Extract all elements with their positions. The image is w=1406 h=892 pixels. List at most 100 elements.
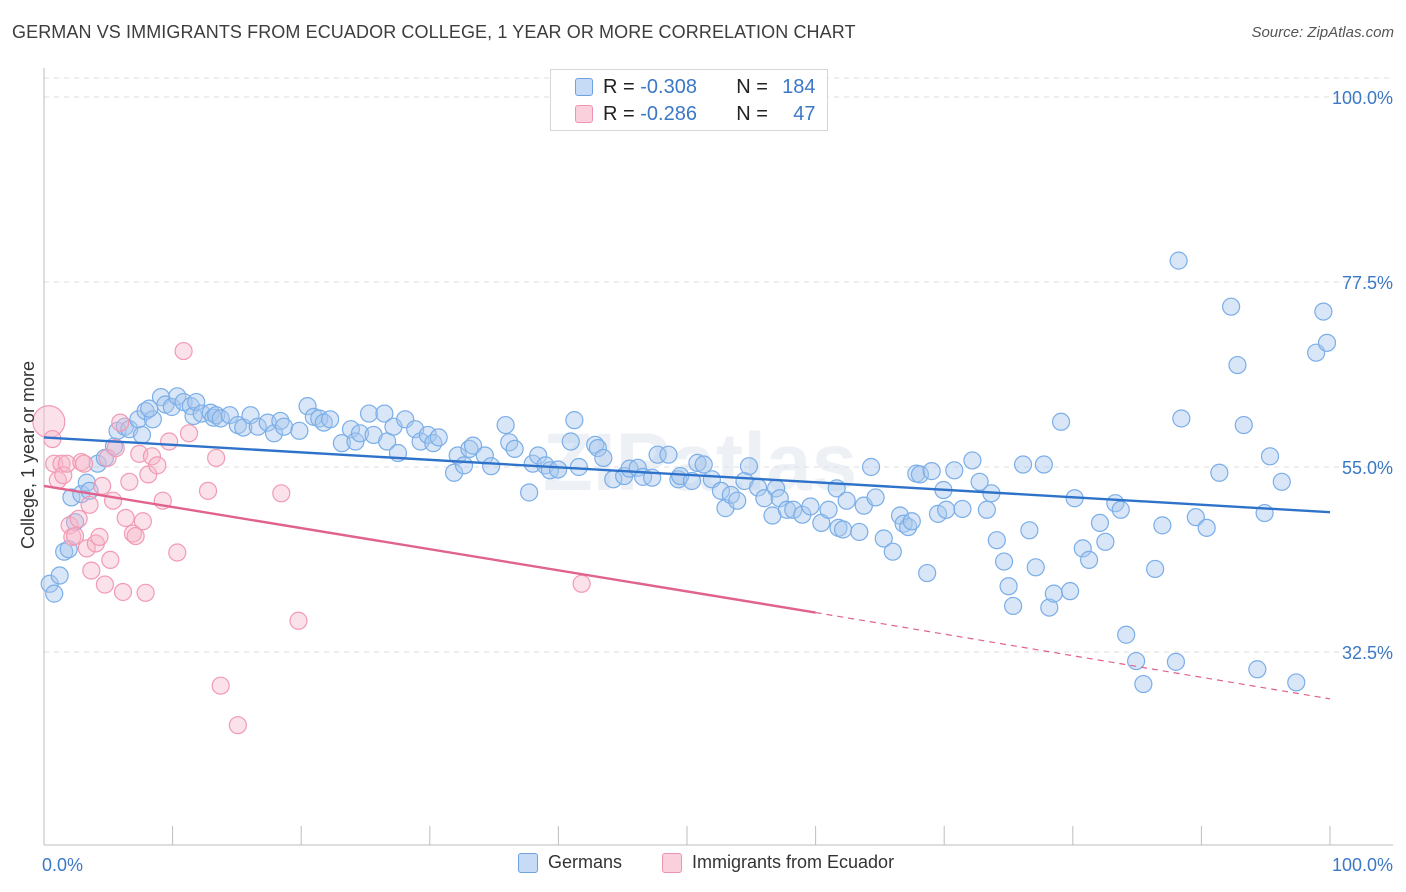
data-point-germans [520,483,539,502]
data-point-germans [290,421,309,440]
data-point-germans [784,500,803,519]
trend-line-germans [43,436,1331,514]
data-point-germans [482,457,501,476]
data-point-germans [659,445,678,464]
data-point-germans [321,410,340,429]
data-point-ecuador [60,516,79,535]
legend-r-value: -0.308 [640,75,697,98]
data-point-germans [1234,415,1253,435]
data-point-germans [1060,582,1080,601]
data-point-germans [1210,463,1229,482]
data-point-ecuador [123,524,143,543]
data-point-ecuador [69,509,88,528]
data-point-ecuador [77,539,96,558]
x-tick-label: 100.0% [1332,855,1393,875]
legend-swatch-ecuador [662,852,682,873]
trend-line-ecuador [43,484,816,614]
data-point-germans [648,445,667,464]
data-point-germans [883,542,902,561]
data-point-germans [1272,472,1291,491]
data-point-germans [1079,550,1099,570]
legend-r-label: R = [603,102,635,125]
data-point-germans [1096,532,1115,551]
data-point-germans [1146,559,1165,579]
data-point-germans [1172,409,1191,428]
data-point-germans [837,491,856,510]
data-point-germans [970,472,989,491]
data-point-germans [594,448,613,468]
data-point-germans [359,404,379,423]
data-point-germans [274,417,294,436]
data-point-ecuador [111,413,130,432]
data-point-germans [548,460,568,479]
data-point-germans [463,436,483,455]
data-point-germans [1317,333,1337,352]
y-tick-label: 100.0% [1332,88,1393,108]
data-point-germans [963,451,982,470]
data-point-ecuador [179,424,199,443]
data-point-germans [1134,674,1153,694]
data-point-ecuador [160,432,179,451]
source-label: Source: ZipAtlas.com [1251,24,1394,41]
axes [43,68,1393,846]
legend-swatch-germans [518,852,538,873]
data-point-germans [298,397,317,416]
y-axis-label: College, 1 year or more [18,361,38,549]
data-point-germans [711,481,731,500]
data-point-germans [937,500,956,519]
legend-label-ecuador: Immigrants from Ecuador [692,852,895,872]
legend-item-ecuador[interactable]: Immigrants from Ecuador [662,852,894,873]
data-point-germans [1117,625,1136,644]
data-point-germans [50,566,69,585]
legend-label-germans: Germans [548,852,623,872]
data-point-germans [910,465,930,484]
data-point-germans [565,411,584,430]
data-point-germans [999,577,1018,596]
data-point-germans [62,488,81,507]
data-point-germans [350,424,370,443]
data-point-germans [505,439,524,459]
legend-row-ecuador: R = -0.286 N = 47 [575,101,816,127]
data-point-germans [346,432,365,451]
data-point-germans [833,520,853,539]
data-point-germans [994,552,1014,571]
data-point-ecuador [52,454,71,473]
data-point-germans [1073,539,1092,558]
legend-swatch-ecuador [575,105,593,123]
legend-n-value: 47 [793,102,816,125]
data-point-ecuador [126,526,145,546]
data-point-germans [1044,584,1063,603]
data-point-ecuador [272,484,291,503]
y-tick-label: 77.5% [1342,273,1393,293]
legend-item-germans[interactable]: Germans [518,852,622,873]
data-point-germans [1248,660,1267,679]
data-point-germans [801,497,820,516]
legend-n-label: N = [736,102,768,125]
data-point-germans [1040,598,1059,617]
data-point-germans [45,584,64,603]
data-point-germans [918,563,937,583]
data-point-germans [561,432,580,451]
correlation-legend: R = -0.308 N = 184 R = -0.286 N = 47 [550,69,828,131]
legend-r-value: -0.286 [640,102,697,125]
data-point-germans [953,499,972,519]
data-point-ecuador [113,582,133,602]
data-point-germans [922,462,941,481]
grid-lines [44,77,1393,653]
data-point-germans [496,415,515,435]
data-point-germans [1034,455,1053,474]
data-point-germans [874,529,893,548]
data-point-ecuador [211,676,230,695]
data-point-germans [143,410,162,429]
data-point-germans [1020,521,1039,540]
data-point-germans [728,491,747,510]
data-point-ecuador [168,543,187,562]
data-point-germans [444,463,464,482]
legend-row-germans: R = -0.308 N = 184 [575,74,816,100]
data-point-ecuador [572,574,591,593]
data-point-germans [928,504,948,523]
data-point-ecuador [74,454,94,473]
data-point-germans [866,488,885,507]
data-point-germans [1111,500,1130,519]
